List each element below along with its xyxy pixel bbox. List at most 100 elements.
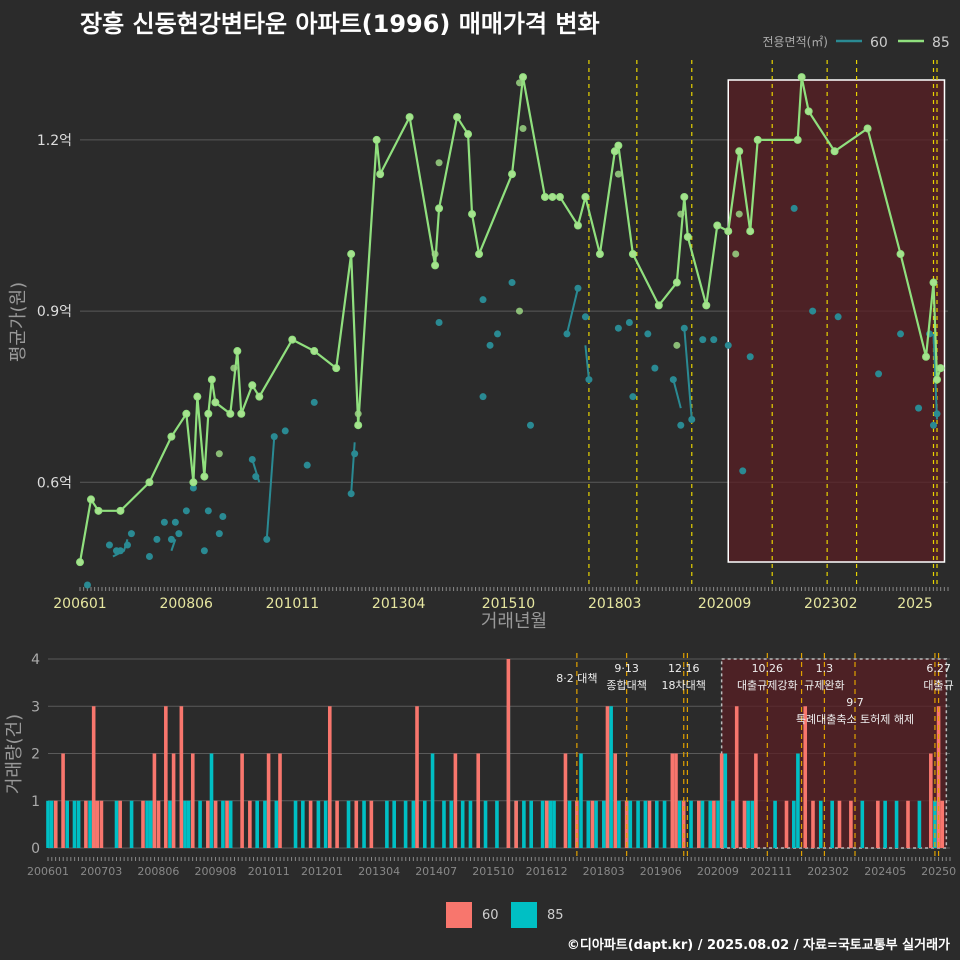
- series-85-point-0: [76, 558, 84, 567]
- bar-85-3: [72, 800, 77, 848]
- event-annotation-0-line-0: 8·2 대책: [556, 672, 597, 685]
- series-85-point-40: [610, 147, 619, 156]
- bar-x-tick-label-11: 201906: [640, 865, 682, 878]
- bar-85-54: [636, 800, 640, 848]
- bar-85-18: [255, 800, 259, 848]
- series-85-point-56: [830, 147, 839, 156]
- bar-60-51: [837, 800, 842, 848]
- bar-85-57: [662, 800, 667, 848]
- bar-60-29: [506, 659, 511, 848]
- bar-85-71: [830, 800, 834, 848]
- bar-85-11: [168, 800, 172, 848]
- series-85-point-18: [288, 335, 297, 344]
- bar-legend-label-60: 60: [482, 907, 499, 923]
- chart-title: 장흥 신동현강변타운 아파트(1996) 매매가격 변화: [80, 10, 600, 38]
- bar-60-24: [354, 800, 359, 848]
- bar-60-23: [335, 800, 339, 848]
- bar-85-17: [228, 800, 233, 848]
- series-85-extra-point-1: [519, 124, 527, 132]
- bar-85-72: [860, 800, 865, 848]
- bar-y-tick-label-2: 2: [31, 747, 40, 763]
- bar-x-tick-label-16: 20250: [921, 865, 956, 878]
- bar-85-69: [796, 753, 800, 848]
- series-85-point-21: [347, 250, 356, 259]
- event-annotation-3-line-0: 10.26: [752, 662, 784, 675]
- series-60-point-38: [614, 324, 622, 332]
- series-60-point-39: [625, 319, 633, 326]
- series-85-point-58: [896, 250, 905, 259]
- series-85-extra-point-11: [732, 250, 740, 258]
- bar-85-38: [495, 800, 499, 848]
- series-85-point-57: [863, 124, 872, 133]
- bar-y-tick-label-0: 0: [31, 841, 40, 857]
- bar-60-0: [53, 800, 58, 848]
- bar-x-tick-label-6: 201304: [358, 865, 400, 878]
- series-85-point-5: [167, 432, 176, 441]
- series-85-point-45: [680, 192, 689, 201]
- bar-60-6: [118, 800, 122, 848]
- series-85-point-8: [193, 392, 202, 401]
- bar-x-tick-label-3: 200908: [194, 865, 236, 878]
- bar-85-1: [49, 800, 54, 848]
- x-tick-label-6: 202009: [698, 596, 751, 612]
- footer-credit: ©디아파트(dapt.kr) / 2025.08.02 / 자료=국토교통부 실…: [566, 938, 950, 953]
- series-60-point-10: [171, 518, 179, 526]
- series-60-point-45: [680, 324, 688, 332]
- bar-60-22: [327, 706, 332, 848]
- series-60-point-52: [790, 204, 798, 212]
- highlight-zone-rect: [727, 79, 946, 563]
- bar-85-64: [731, 800, 735, 848]
- series-60-point-29: [479, 296, 487, 304]
- bar-85-73: [883, 800, 887, 848]
- series-85-point-39: [595, 250, 604, 259]
- series-85-point-42: [628, 250, 637, 259]
- event-annotation-1-line-1: 종합대책: [606, 679, 646, 692]
- bar-x-tick-label-12: 202009: [697, 865, 739, 878]
- bar-60-48: [784, 800, 789, 848]
- series-85-point-6: [182, 409, 191, 418]
- bar-60-42: [697, 800, 701, 848]
- series-60-point-5: [127, 530, 135, 538]
- bar-85-33: [442, 800, 446, 848]
- series-60-point-22: [281, 427, 289, 435]
- bar-x-tick-label-10: 201803: [583, 865, 625, 878]
- bar-60-47: [754, 753, 758, 848]
- series-60-point-26: [351, 450, 359, 458]
- series-60-segment-3: [265, 436, 276, 540]
- bar-85-19: [263, 800, 267, 848]
- series-85-point-61: [933, 375, 942, 384]
- bar-85-5: [88, 800, 92, 848]
- bar-60-14: [206, 800, 210, 848]
- series-60-point-23: [303, 461, 311, 469]
- bar-60-50: [811, 800, 815, 848]
- bar-60-40: [674, 753, 678, 848]
- event-annotation-2-line-1: 18차대책: [662, 679, 706, 692]
- y-tick-label-1: 0.9억: [37, 304, 72, 320]
- bar-85-58: [677, 800, 682, 848]
- bar-legend-label-85: 85: [547, 907, 564, 923]
- bar-x-tick-label-2: 200806: [137, 865, 179, 878]
- bar-85-23: [316, 800, 321, 848]
- bar-60-2: [84, 800, 88, 848]
- bar-85-42: [529, 800, 533, 848]
- bar-85-12: [183, 800, 187, 848]
- series-60-point-49: [724, 341, 732, 349]
- bar-85-56: [654, 800, 659, 848]
- series-60-point-33: [526, 421, 534, 429]
- bar-85-7: [114, 800, 119, 848]
- series-85-extra-point-12: [735, 210, 743, 218]
- series-60-point-47: [699, 336, 707, 344]
- bar-legend-item-85: 85: [511, 902, 564, 928]
- bar-x-tick-label-14: 202302: [807, 865, 849, 878]
- bar-85-62: [716, 800, 720, 848]
- bar-85-16: [221, 800, 225, 848]
- series-85-extra-point-8: [215, 450, 223, 458]
- bar-85-13: [186, 800, 191, 848]
- bar-60-46: [742, 800, 747, 848]
- series-60-point-8: [160, 518, 168, 526]
- series-60-point-60: [933, 410, 941, 418]
- series-85-point-3: [116, 506, 125, 515]
- bar-85-59: [689, 800, 693, 848]
- bar-60-39: [670, 753, 675, 848]
